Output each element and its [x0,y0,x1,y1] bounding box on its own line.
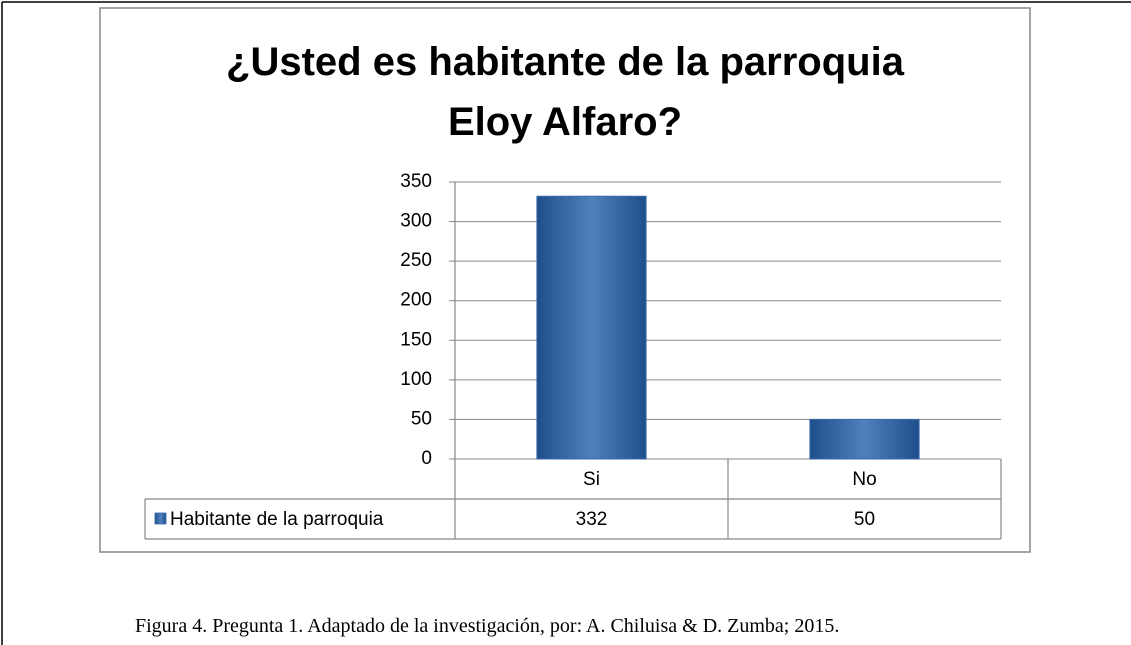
bar [809,418,920,460]
chart-title: ¿Usted es habitante de la parroquia Eloy… [226,40,904,144]
table-value: 50 [854,509,875,530]
y-tick-label: 100 [400,369,432,390]
chart-frame [99,7,1031,553]
x-tick-label: Si [583,469,600,490]
y-tick-label: 250 [400,250,432,271]
x-tick-label: No [852,469,876,490]
table-value: 332 [576,509,608,530]
y-tick-label: 200 [400,290,432,311]
legend-label: Habitante de la parroquia [170,509,384,530]
bar [536,195,647,460]
y-tick-label: 350 [400,171,432,192]
y-tick-label: 50 [411,408,432,429]
legend-key [154,512,167,525]
y-tick-label: 300 [400,211,432,232]
y-tick-label: 150 [400,329,432,350]
caption: Figura 4. Pregunta 1. Adaptado de la inv… [135,615,840,637]
y-tick-label: 0 [421,448,432,469]
